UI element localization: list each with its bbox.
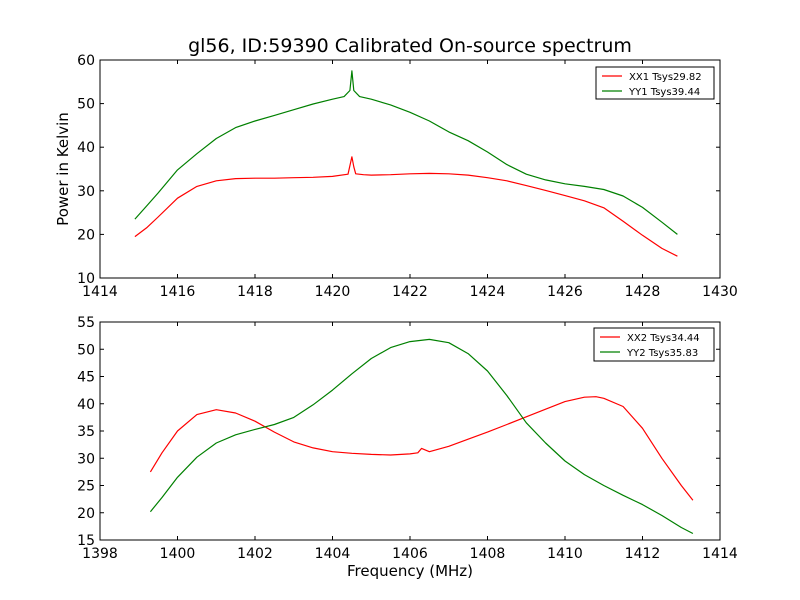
y-tick-label: 25 (77, 479, 95, 495)
legend-entry-1: XX2 Tsys34.44 (627, 333, 700, 344)
figure-title: gl56, ID:59390 Calibrated On-source spec… (188, 35, 632, 57)
y-tick-label: 45 (77, 370, 95, 386)
x-tick-label: 1416 (160, 284, 196, 300)
x-tick-label: 1400 (160, 546, 196, 562)
x-tick-label: 1420 (315, 284, 351, 300)
series-line-2 (149, 338, 694, 535)
y-tick-label: 15 (77, 533, 95, 549)
x-tick-label: 1414 (702, 546, 738, 562)
x-axis-label: Frequency (MHz) (347, 562, 473, 580)
legend-entry-2: YY2 Tsys35.83 (626, 348, 698, 359)
y-tick-label: 10 (77, 271, 95, 287)
y-tick-label: 30 (77, 451, 95, 467)
x-tick-label: 1422 (392, 284, 428, 300)
y-tick-label: 20 (77, 506, 95, 522)
series-line-1 (134, 156, 678, 257)
y-tick-label: 40 (77, 397, 95, 413)
x-tick-label: 1406 (392, 546, 428, 562)
legend-entry-1: XX1 Tsys29.82 (629, 72, 702, 83)
y-tick-label: 60 (77, 53, 95, 69)
y-tick-label: 40 (77, 140, 95, 156)
x-tick-label: 1404 (315, 546, 351, 562)
x-tick-label: 1398 (82, 546, 118, 562)
legend-box (595, 66, 715, 100)
x-tick-label: 1410 (547, 546, 583, 562)
y-tick-label: 55 (77, 315, 95, 331)
y-tick-label: 50 (77, 342, 95, 358)
x-tick-label: 1430 (702, 284, 738, 300)
x-tick-label: 1402 (237, 546, 273, 562)
x-tick-label: 1414 (82, 284, 118, 300)
x-tick-label: 1424 (470, 284, 506, 300)
x-tick-label: 1428 (625, 284, 661, 300)
y-tick-label: 50 (77, 97, 95, 113)
y-tick-label: 20 (77, 227, 95, 243)
bottom-subplot: 1398 1400 1402 1404 1406 1408 1410 1412 1414 15 20… (77, 315, 738, 562)
series-line-2 (134, 70, 678, 235)
legend-box (593, 327, 715, 362)
x-tick-label: 1412 (625, 546, 661, 562)
legend-entry-2: YY1 Tsys39.44 (628, 87, 700, 98)
y-tick-label: 30 (77, 184, 95, 200)
top-subplot: 1414 1416 1418 1420 1422 1424 1426 1428 1430 10 20… (77, 53, 738, 300)
y-axis-label: Power in Kelvin (54, 112, 72, 226)
x-tick-label: 1408 (470, 546, 506, 562)
y-tick-label: 35 (77, 424, 95, 440)
x-tick-label: 1426 (547, 284, 583, 300)
series-line-1 (149, 396, 694, 501)
x-tick-label: 1418 (237, 284, 273, 300)
